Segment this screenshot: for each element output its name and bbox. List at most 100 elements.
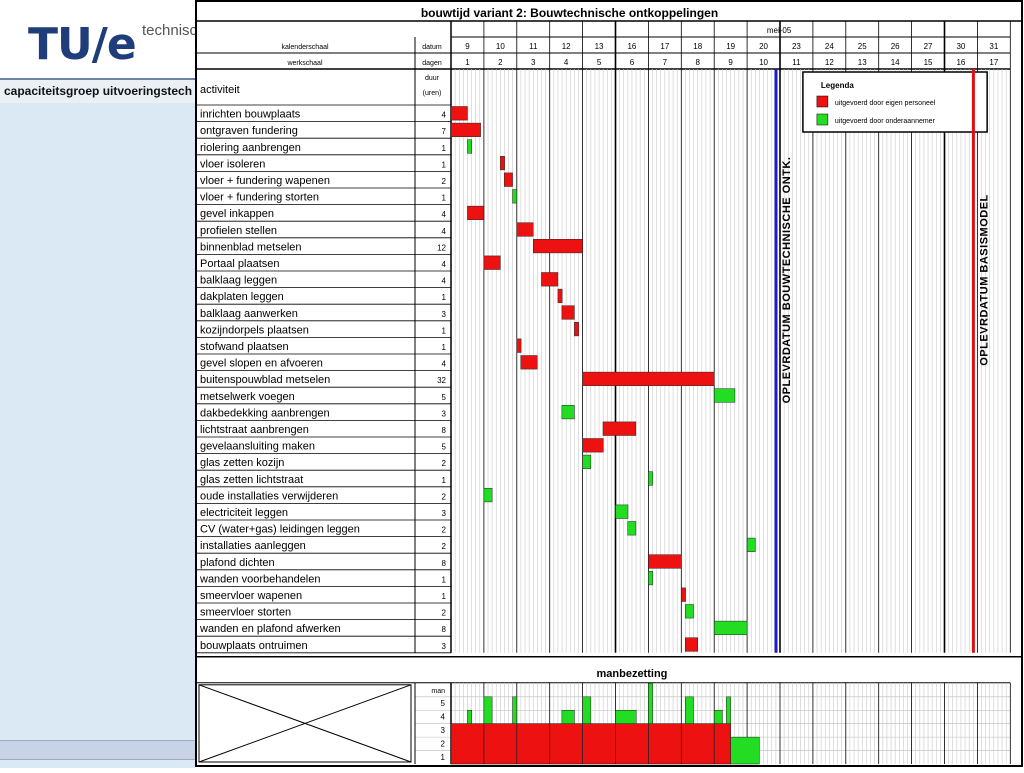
activity-name: vloer isoleren — [200, 158, 265, 170]
activity-bar — [541, 272, 559, 287]
manning-bar-onder — [730, 736, 760, 765]
activity-bar — [450, 122, 481, 137]
activity-name: stofwand plaatsen — [200, 341, 289, 353]
manning-bar-onder — [483, 696, 493, 724]
activity-name: CV (water+gas) leidingen leggen — [200, 524, 360, 536]
activity-hours: 8 — [442, 559, 447, 568]
activity-hours: 12 — [437, 243, 446, 252]
activity-hours: 1 — [442, 476, 447, 485]
activity-hours: 8 — [442, 625, 447, 634]
date-tick: 9 — [465, 42, 470, 51]
activity-bar — [627, 521, 637, 536]
date-tick: 31 — [989, 42, 998, 51]
activity-bar — [483, 488, 493, 503]
activity-name: inrichten bouwplaats — [200, 109, 301, 121]
activity-name: vloer + fundering wapenen — [200, 175, 330, 187]
manning-bar-onder — [648, 683, 653, 724]
activity-bar — [574, 322, 579, 337]
activity-name: lichtstraat aanbrengen — [200, 424, 309, 436]
activity-name: dakplaten leggen — [200, 291, 284, 303]
activity-name: balklaag leggen — [200, 275, 277, 287]
manning-level-label: 5 — [441, 699, 446, 708]
activity-bar — [582, 371, 715, 386]
activity-hours: 1 — [442, 144, 447, 153]
activity-name: glas zetten kozijn — [200, 457, 284, 469]
workday-tick: 5 — [597, 58, 602, 67]
activity-hours: 2 — [442, 542, 447, 551]
manning-bar-onder — [615, 709, 637, 724]
activity-bar — [681, 587, 686, 602]
activity-name: binnenblad metselen — [200, 241, 302, 253]
legend-label: uitgevoerd door eigen personeel — [835, 100, 936, 107]
date-tick: 20 — [759, 42, 768, 51]
activity-bar — [504, 172, 513, 187]
activity-name: wanden en plafond afwerken — [199, 623, 341, 635]
manning-x-diag2 — [198, 684, 412, 763]
manning-title: manbezetting — [596, 668, 667, 680]
legend-title: Legenda — [821, 81, 854, 90]
activity-name: smeervloer wapenen — [200, 590, 302, 602]
activity-bar — [746, 537, 756, 552]
date-tick: 12 — [562, 42, 571, 51]
activity-hours: 5 — [442, 443, 447, 452]
activity-hours: 1 — [442, 293, 447, 302]
activity-bar — [516, 222, 534, 237]
activity-bar — [648, 571, 653, 586]
activity-bar — [561, 305, 575, 320]
legend-swatch — [816, 95, 829, 108]
workday-tick: 3 — [531, 58, 536, 67]
activity-bar — [533, 239, 583, 254]
activity-name: installaties aanleggen — [200, 540, 306, 552]
activity-bar — [713, 620, 748, 635]
activity-hours: 1 — [442, 575, 447, 584]
duration-header: duur — [425, 75, 440, 82]
date-tick: 19 — [726, 42, 735, 51]
activity-hours: 2 — [442, 526, 447, 535]
manning-bar-onder — [512, 696, 518, 724]
activity-hours: 4 — [442, 210, 447, 219]
activity-hours: 1 — [442, 592, 447, 601]
activity-hours: 4 — [442, 260, 447, 269]
workday-tick: 12 — [825, 58, 834, 67]
workday-tick: 16 — [956, 58, 965, 67]
activity-name: riolering aanbrengen — [200, 142, 301, 154]
activity-bar — [648, 471, 653, 486]
activity-bar — [467, 205, 485, 220]
date-tick: 24 — [825, 42, 834, 51]
date-tick: 26 — [891, 42, 900, 51]
manning-bar-onder — [713, 709, 723, 724]
activity-bar — [520, 355, 538, 370]
activity-name: bouwplaats ontruimen — [200, 640, 308, 652]
date-tick: 27 — [924, 42, 933, 51]
activity-hours: 3 — [442, 642, 447, 651]
activity-name: gevel slopen en afvoeren — [200, 358, 323, 370]
activity-name: oude installaties verwijderen — [200, 490, 338, 502]
activity-bar — [561, 405, 575, 420]
activity-bar — [648, 554, 682, 569]
workday-tick: 13 — [858, 58, 867, 67]
workday-tick: 8 — [696, 58, 701, 67]
activity-name: glas zetten lichtstraat — [200, 474, 303, 486]
duration-header-unit: (uren) — [423, 90, 442, 97]
activity-bar — [582, 438, 604, 453]
activity-hours: 1 — [442, 160, 447, 169]
werk-label: werkschaal — [286, 60, 322, 67]
date-tick: 23 — [792, 42, 801, 51]
chart-title: bouwtijd variant 2: Bouwtechnische ontko… — [421, 6, 718, 20]
activity-hours: 3 — [442, 509, 447, 518]
activity-bar — [684, 637, 698, 652]
manning-bar-eigen — [450, 723, 731, 765]
manning-bar-onder — [467, 709, 472, 724]
side-panel — [0, 103, 195, 768]
activity-hours: 1 — [442, 194, 447, 203]
activity-hours: 32 — [437, 376, 446, 385]
date-tick: 10 — [496, 42, 505, 51]
activity-name: buitenspouwblad metselen — [200, 374, 330, 386]
kalender-label: kalenderschaal — [281, 44, 329, 51]
manning-bar-onder — [582, 696, 592, 724]
manning-bar-onder — [726, 696, 731, 724]
manning-level-label: 3 — [441, 726, 446, 735]
activity-name: balklaag aanwerken — [200, 308, 298, 320]
datum-label: datum — [422, 44, 442, 51]
workday-tick: 9 — [728, 58, 733, 67]
